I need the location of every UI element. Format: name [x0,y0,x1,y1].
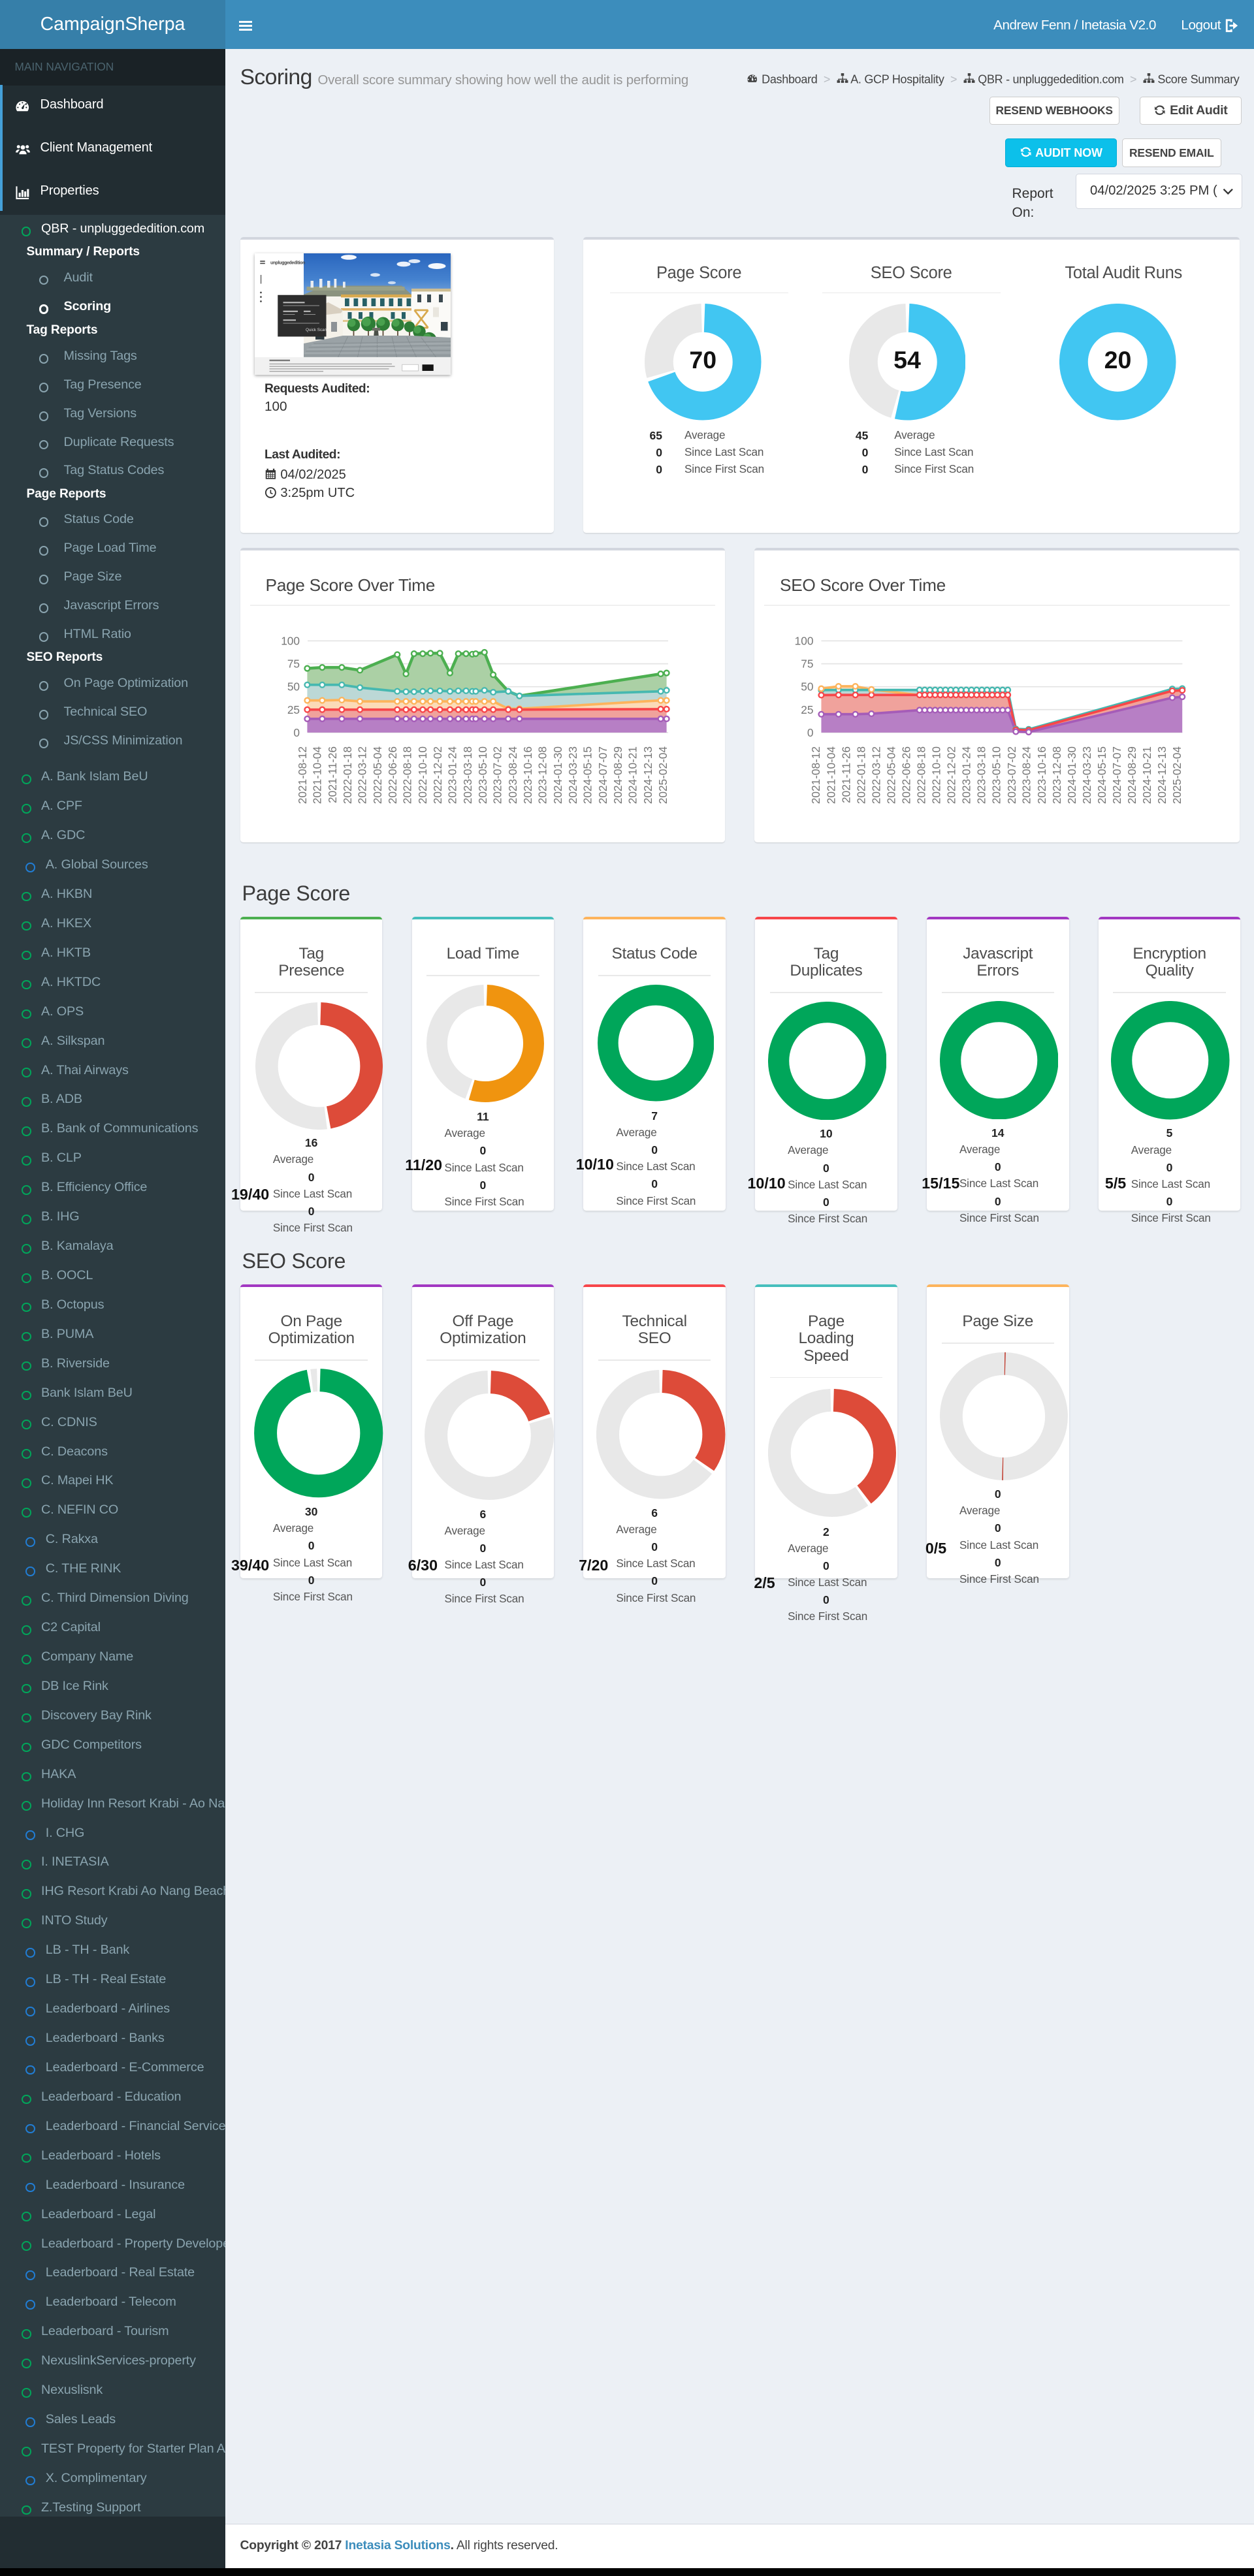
svg-text:2023-08-24: 2023-08-24 [1020,746,1033,804]
svg-text:2024-10-21: 2024-10-21 [626,746,639,804]
svg-text:2023-12-08: 2023-12-08 [536,746,549,804]
svg-text:2021-11-26: 2021-11-26 [839,746,852,803]
svg-text:2025-02-04: 2025-02-04 [656,746,669,804]
svg-text:100: 100 [795,634,814,647]
svg-text:2024-07-07: 2024-07-07 [1110,746,1123,804]
svg-text:75: 75 [287,658,300,671]
svg-text:25: 25 [801,703,813,716]
svg-text:2022-08-18: 2022-08-18 [401,746,414,804]
svg-text:2022-12-02: 2022-12-02 [431,746,444,804]
svg-text:2024-03-23: 2024-03-23 [566,746,579,804]
svg-text:2024-03-23: 2024-03-23 [1080,746,1093,804]
svg-text:100: 100 [281,634,300,647]
svg-text:75: 75 [801,658,813,671]
svg-text:2022-10-10: 2022-10-10 [416,746,429,804]
svg-text:2024-07-07: 2024-07-07 [596,746,609,804]
svg-text:2024-08-29: 2024-08-29 [1125,746,1138,804]
svg-text:2022-01-18: 2022-01-18 [854,746,867,804]
svg-text:0: 0 [807,726,814,739]
svg-text:2021-10-04: 2021-10-04 [824,746,837,804]
svg-text:2022-08-18: 2022-08-18 [914,746,927,804]
svg-text:2023-03-18: 2023-03-18 [975,746,988,804]
svg-text:2023-07-02: 2023-07-02 [491,746,504,804]
svg-text:50: 50 [801,680,813,693]
svg-text:0: 0 [293,726,300,739]
svg-text:2023-01-24: 2023-01-24 [446,746,459,804]
svg-text:2023-10-16: 2023-10-16 [521,746,534,804]
svg-text:2024-01-30: 2024-01-30 [1065,746,1078,804]
svg-text:2022-10-10: 2022-10-10 [930,746,943,804]
svg-text:2021-08-12: 2021-08-12 [296,746,309,804]
svg-text:2022-05-04: 2022-05-04 [884,746,897,804]
svg-text:2023-03-18: 2023-03-18 [461,746,474,804]
svg-text:2024-12-13: 2024-12-13 [1155,746,1168,804]
svg-text:2022-12-02: 2022-12-02 [945,746,958,804]
svg-text:2022-06-26: 2022-06-26 [900,746,913,804]
svg-text:50: 50 [287,680,300,693]
svg-text:2024-12-13: 2024-12-13 [641,746,654,804]
svg-text:2024-05-15: 2024-05-15 [581,746,594,804]
svg-text:Quick Scan: Quick Scan [306,328,327,332]
svg-text:2021-08-12: 2021-08-12 [809,746,822,804]
svg-text:2022-01-18: 2022-01-18 [341,746,354,804]
svg-text:2024-08-29: 2024-08-29 [611,746,624,804]
svg-text:2023-05-10: 2023-05-10 [476,746,489,804]
svg-text:2024-10-21: 2024-10-21 [1140,746,1153,804]
svg-text:2023-12-08: 2023-12-08 [1050,746,1063,804]
svg-text:2023-10-16: 2023-10-16 [1035,746,1048,804]
svg-text:unpluggededition: unpluggededition [270,261,305,265]
svg-text:2021-10-04: 2021-10-04 [311,746,324,804]
svg-text:2023-08-24: 2023-08-24 [506,746,519,804]
svg-text:2022-06-26: 2022-06-26 [386,746,399,804]
svg-text:2023-07-02: 2023-07-02 [1005,746,1018,804]
svg-text:2024-01-30: 2024-01-30 [551,746,564,804]
svg-text:2022-05-04: 2022-05-04 [371,746,384,804]
svg-text:2023-01-24: 2023-01-24 [960,746,973,804]
svg-text:2024-05-15: 2024-05-15 [1095,746,1108,804]
svg-text:2021-11-26: 2021-11-26 [326,746,339,803]
svg-text:2025-02-04: 2025-02-04 [1170,746,1183,804]
svg-text:2022-03-12: 2022-03-12 [356,746,369,804]
svg-text:2022-03-12: 2022-03-12 [869,746,882,804]
svg-text:2023-05-10: 2023-05-10 [990,746,1003,804]
svg-text:25: 25 [287,703,300,716]
